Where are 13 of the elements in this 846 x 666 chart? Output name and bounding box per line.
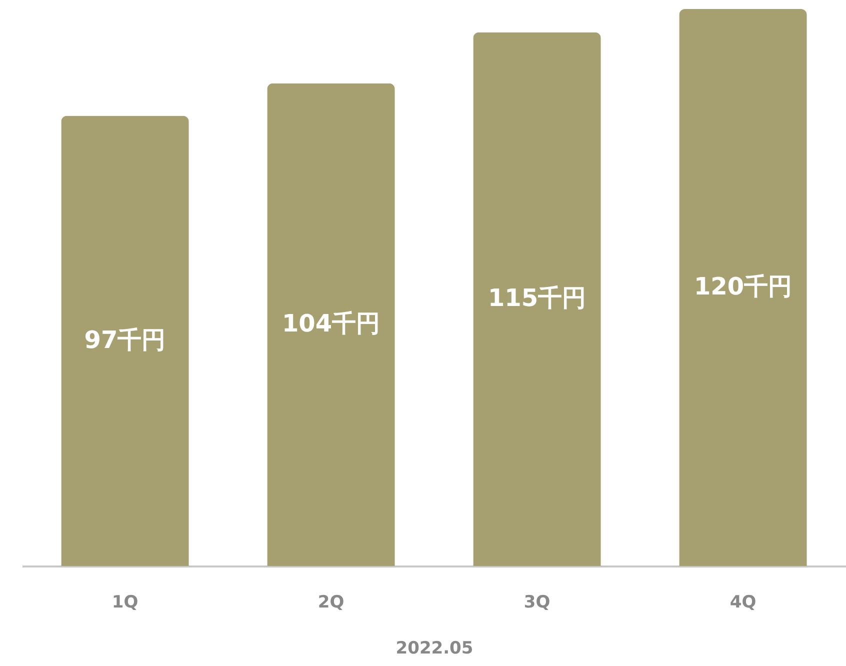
data-label: 104千円 bbox=[282, 310, 380, 338]
bar bbox=[267, 83, 395, 566]
x-tick-label: 2Q bbox=[318, 592, 344, 612]
x-tick-label: 3Q bbox=[524, 592, 550, 612]
bar bbox=[473, 32, 601, 566]
data-label: 115千円 bbox=[488, 284, 586, 312]
data-label: 120千円 bbox=[694, 272, 792, 300]
x-tick-label: 1Q bbox=[112, 592, 138, 612]
bar bbox=[61, 116, 189, 566]
bar bbox=[679, 9, 807, 566]
x-axis-title: 2022.05 bbox=[396, 638, 474, 658]
data-label: 97千円 bbox=[84, 326, 166, 354]
x-tick-label: 4Q bbox=[730, 592, 756, 612]
